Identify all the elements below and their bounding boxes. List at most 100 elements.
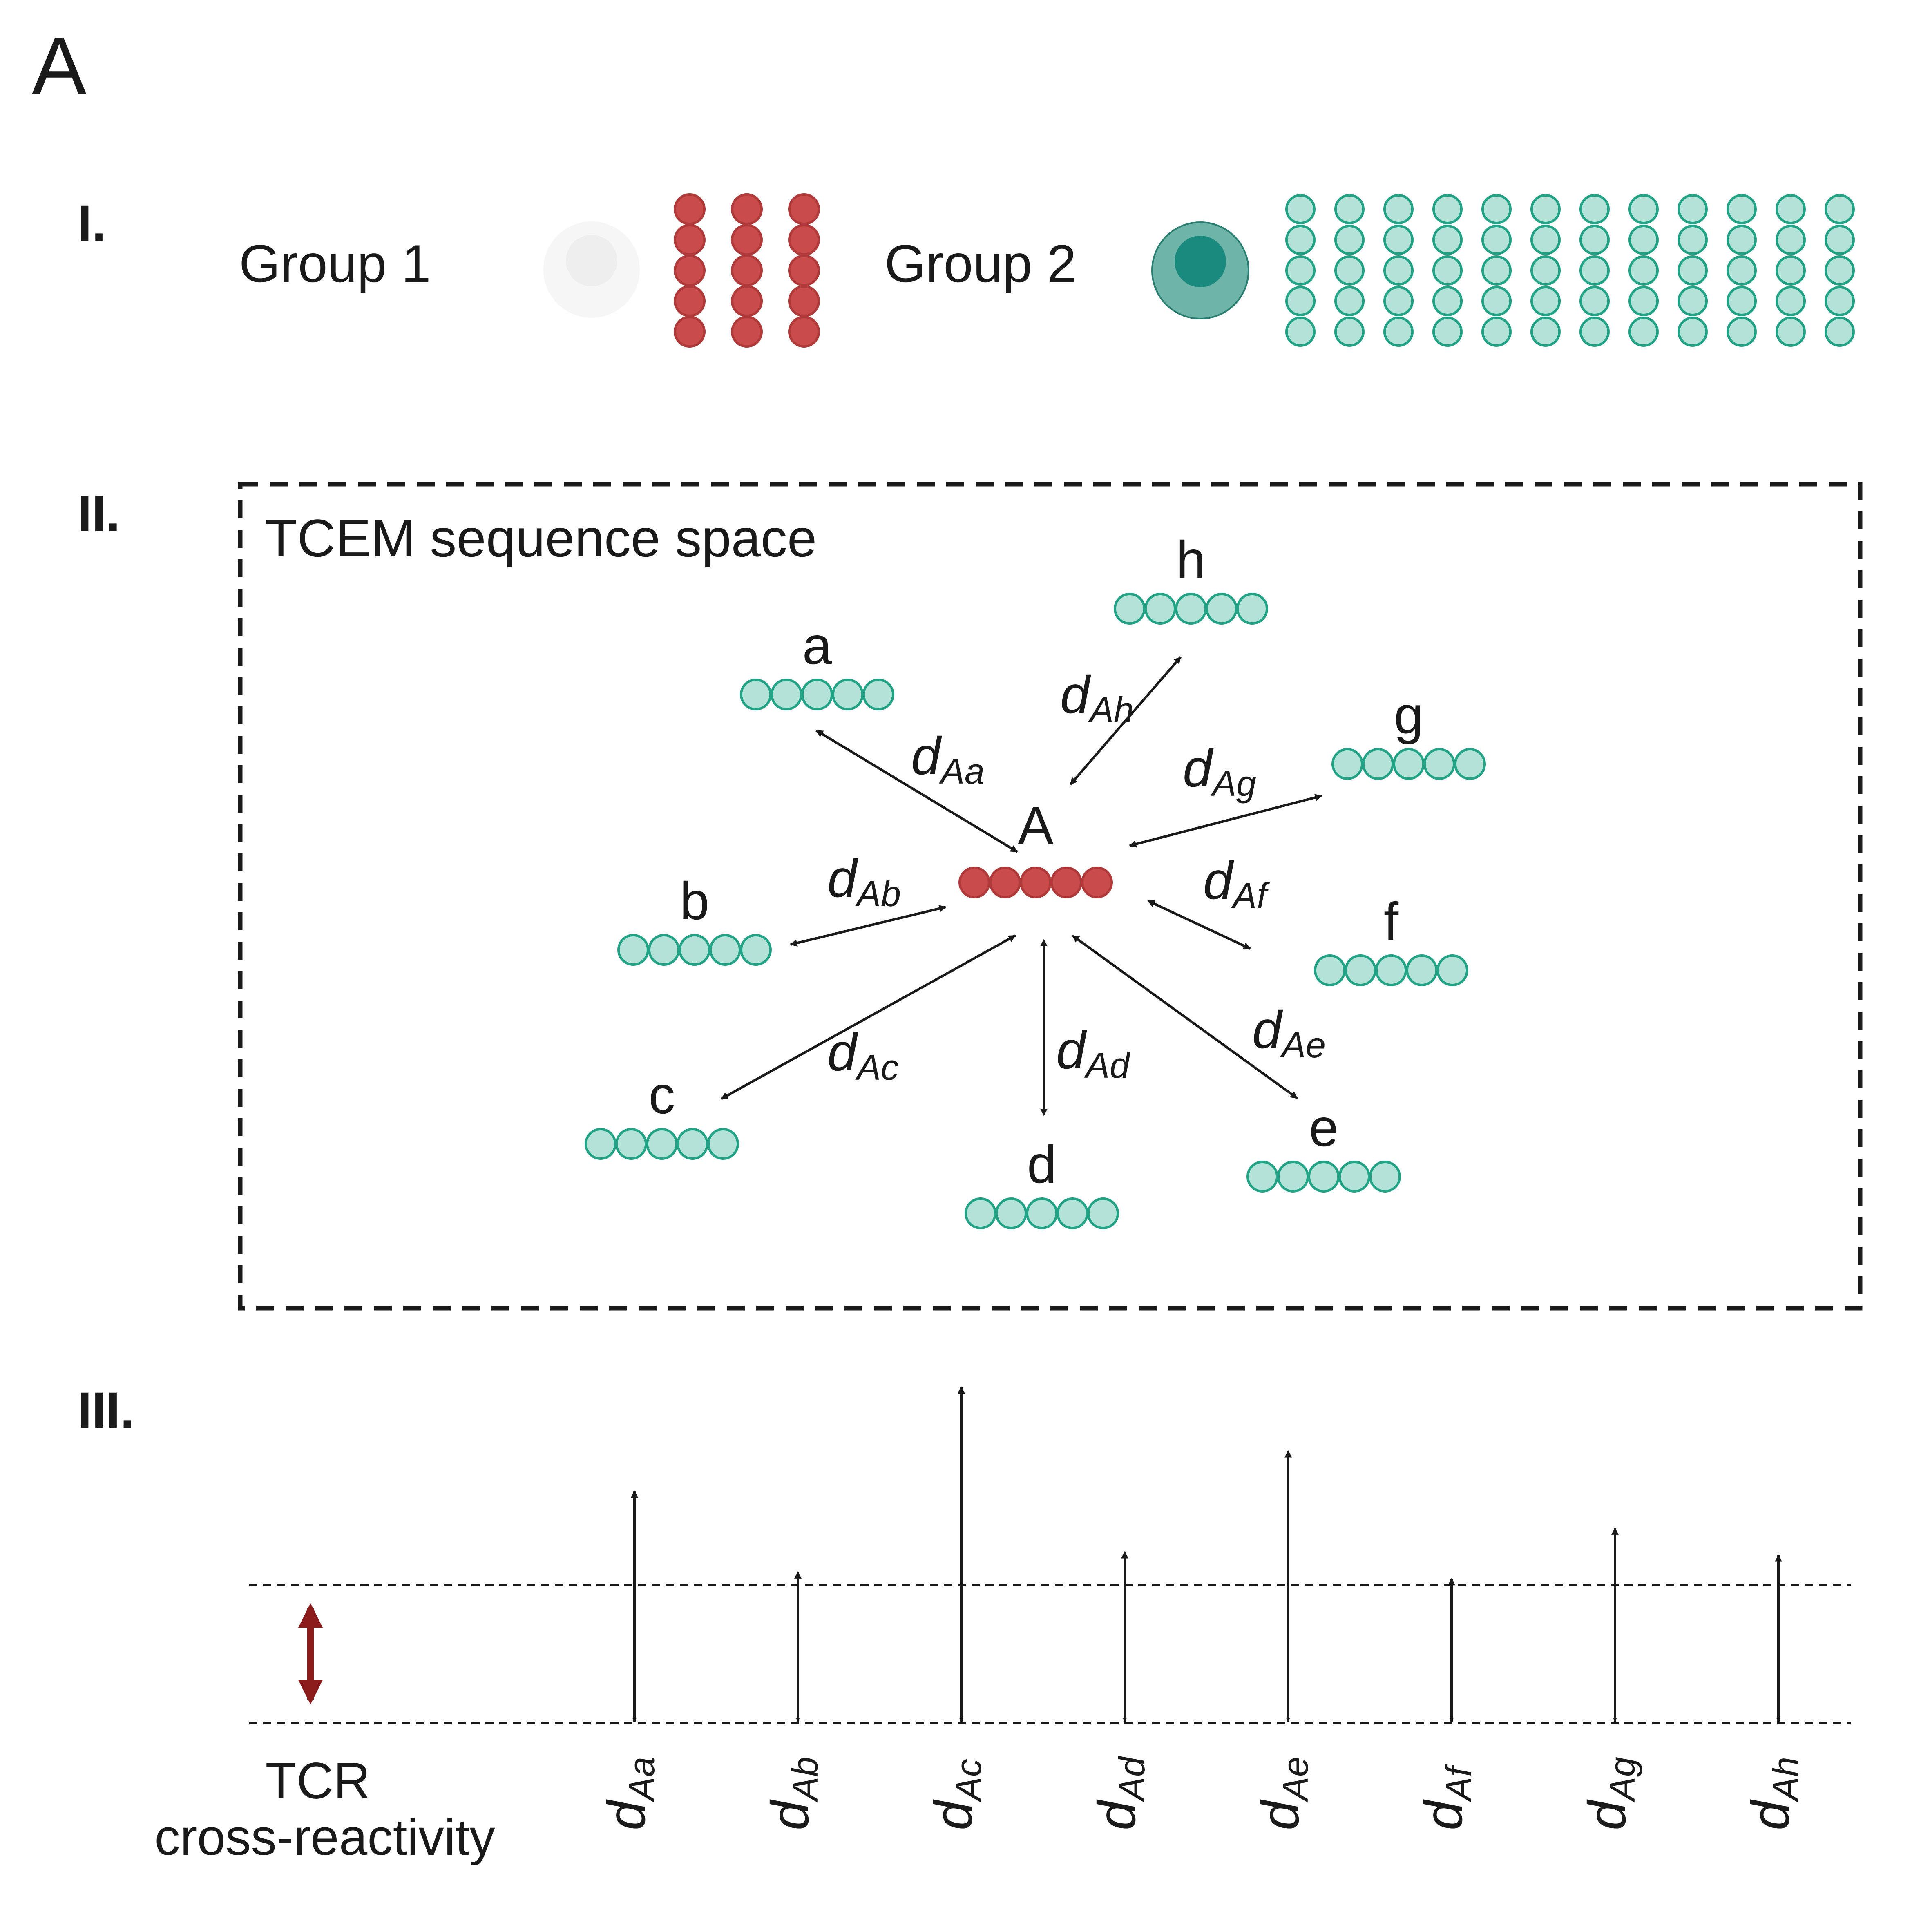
tcem-residue [1277,1161,1309,1193]
neighbor-label-h: h [1176,530,1206,590]
section-label-3: III. [78,1382,134,1439]
neighbor-chain-g [1331,748,1486,780]
tcem-dot [1481,286,1512,316]
tcem-residue [1454,748,1486,780]
tcem-dot [1776,225,1806,255]
group-1: Group 1 [239,193,820,348]
tcem-residue [771,679,802,710]
tcem-dot [1825,286,1855,316]
tcem-residue [740,934,772,966]
neighbor-chain-f [1314,954,1468,986]
tcem-residue [1020,867,1052,898]
tcem-dot [1383,225,1414,255]
tcem-dot [788,316,820,348]
tcem-dot [1334,194,1365,224]
tcem-residue [1369,1161,1401,1193]
distance-bar-label-Ad: dAd [1087,1756,1152,1830]
neighbor-chain-b [617,934,772,966]
tcem-residue [1057,1197,1088,1229]
tcem-dot [1432,286,1463,316]
tcem-dot [788,255,820,286]
group-2-label: Group 2 [885,234,1077,293]
tcem-residue [995,1197,1027,1229]
sequence-space-box [238,482,1863,1311]
tcem-residue [615,1128,647,1160]
tcem-residue [1236,593,1268,625]
tcem-dot [674,193,706,225]
tcem-residue [709,934,741,966]
tcem-dot [1776,286,1806,316]
tcem-dot [1481,225,1512,255]
tcem-dot [1678,225,1708,255]
neighbor-label-a: a [802,616,832,675]
group-1-cell-icon [543,221,640,318]
tcem-dot [674,285,706,317]
tcem-dot [1825,194,1855,224]
tcem-dot [1579,286,1610,316]
tcem-dot [1530,286,1561,316]
tcem-dot [1530,194,1561,224]
tcem-residue [1050,867,1082,898]
tcem-dot [1383,194,1414,224]
tcem-dot [1628,286,1659,316]
tcem-dot [1432,317,1463,347]
tcem-dot [1383,286,1414,316]
tcem-dot [1530,317,1561,347]
tcem-residue [646,1128,678,1160]
group-1-tcem-grid [674,193,820,348]
tcem-dot [1727,317,1757,347]
tcem-dot [1678,286,1708,316]
tcem-dot [1727,255,1757,286]
tcem-residue [1206,593,1238,625]
cross-reactivity-label-line1: TCR [266,1753,371,1809]
distance-label-b: dAb [827,849,901,914]
neighbor-label-g: g [1394,685,1423,745]
distance-bar-label-Aa: dAa [596,1757,662,1830]
tcem-dot [1628,225,1659,255]
tcem-residue [1175,593,1207,625]
distance-bars: dAa dAb dAc dAd dAe dAf dAg dAh [596,1386,1806,1830]
tcem-residue [862,679,894,710]
tcem-residue [832,679,864,710]
tcem-dot [1530,225,1561,255]
tcem-residue [677,1128,708,1160]
neighbor-chain-d [965,1197,1119,1229]
tcem-dot [1285,255,1316,286]
group-2: Group 2 [885,194,1855,347]
distance-arrow-f [1147,900,1251,950]
tcem-dot [1678,317,1708,347]
tcem-dot [1776,255,1806,286]
distance-bar-label-Ag: dAg [1577,1757,1642,1830]
tcem-residue [617,934,649,966]
neighbor-label-e: e [1309,1098,1338,1157]
tcem-dot [674,255,706,286]
tcem-residue [1338,1161,1370,1193]
tcem-dot [1432,255,1463,286]
tcem-dot [731,255,763,286]
tcem-dot [1383,317,1414,347]
tcem-residue [1423,748,1455,780]
tcem-dot [1579,255,1610,286]
distance-bar-label-Ac: dAc [923,1759,989,1830]
center-tcem-chain [958,867,1113,898]
tcem-dot [1628,317,1659,347]
tcem-dot [1481,194,1512,224]
distance-label-a: dAa [911,726,985,791]
tcem-dot [1628,255,1659,286]
distance-label-d: dAd [1056,1020,1131,1085]
distance-label-f: dAf [1203,851,1270,916]
tcem-residue [1375,954,1407,986]
tcem-residue [1087,1197,1119,1229]
neighbor-chain-e [1246,1161,1401,1193]
tcem-dot [731,193,763,225]
distance-bar-label-Ab: dAb [760,1757,825,1830]
tcem-residue [1144,593,1176,625]
tcem-dot [1678,255,1708,286]
tcem-dot [1334,225,1365,255]
distance-arrow-g [1129,794,1322,848]
tcem-dot [1334,317,1365,347]
tcem-dot [1825,255,1855,286]
tcem-residue [740,679,772,710]
tcem-dot [1776,317,1806,347]
